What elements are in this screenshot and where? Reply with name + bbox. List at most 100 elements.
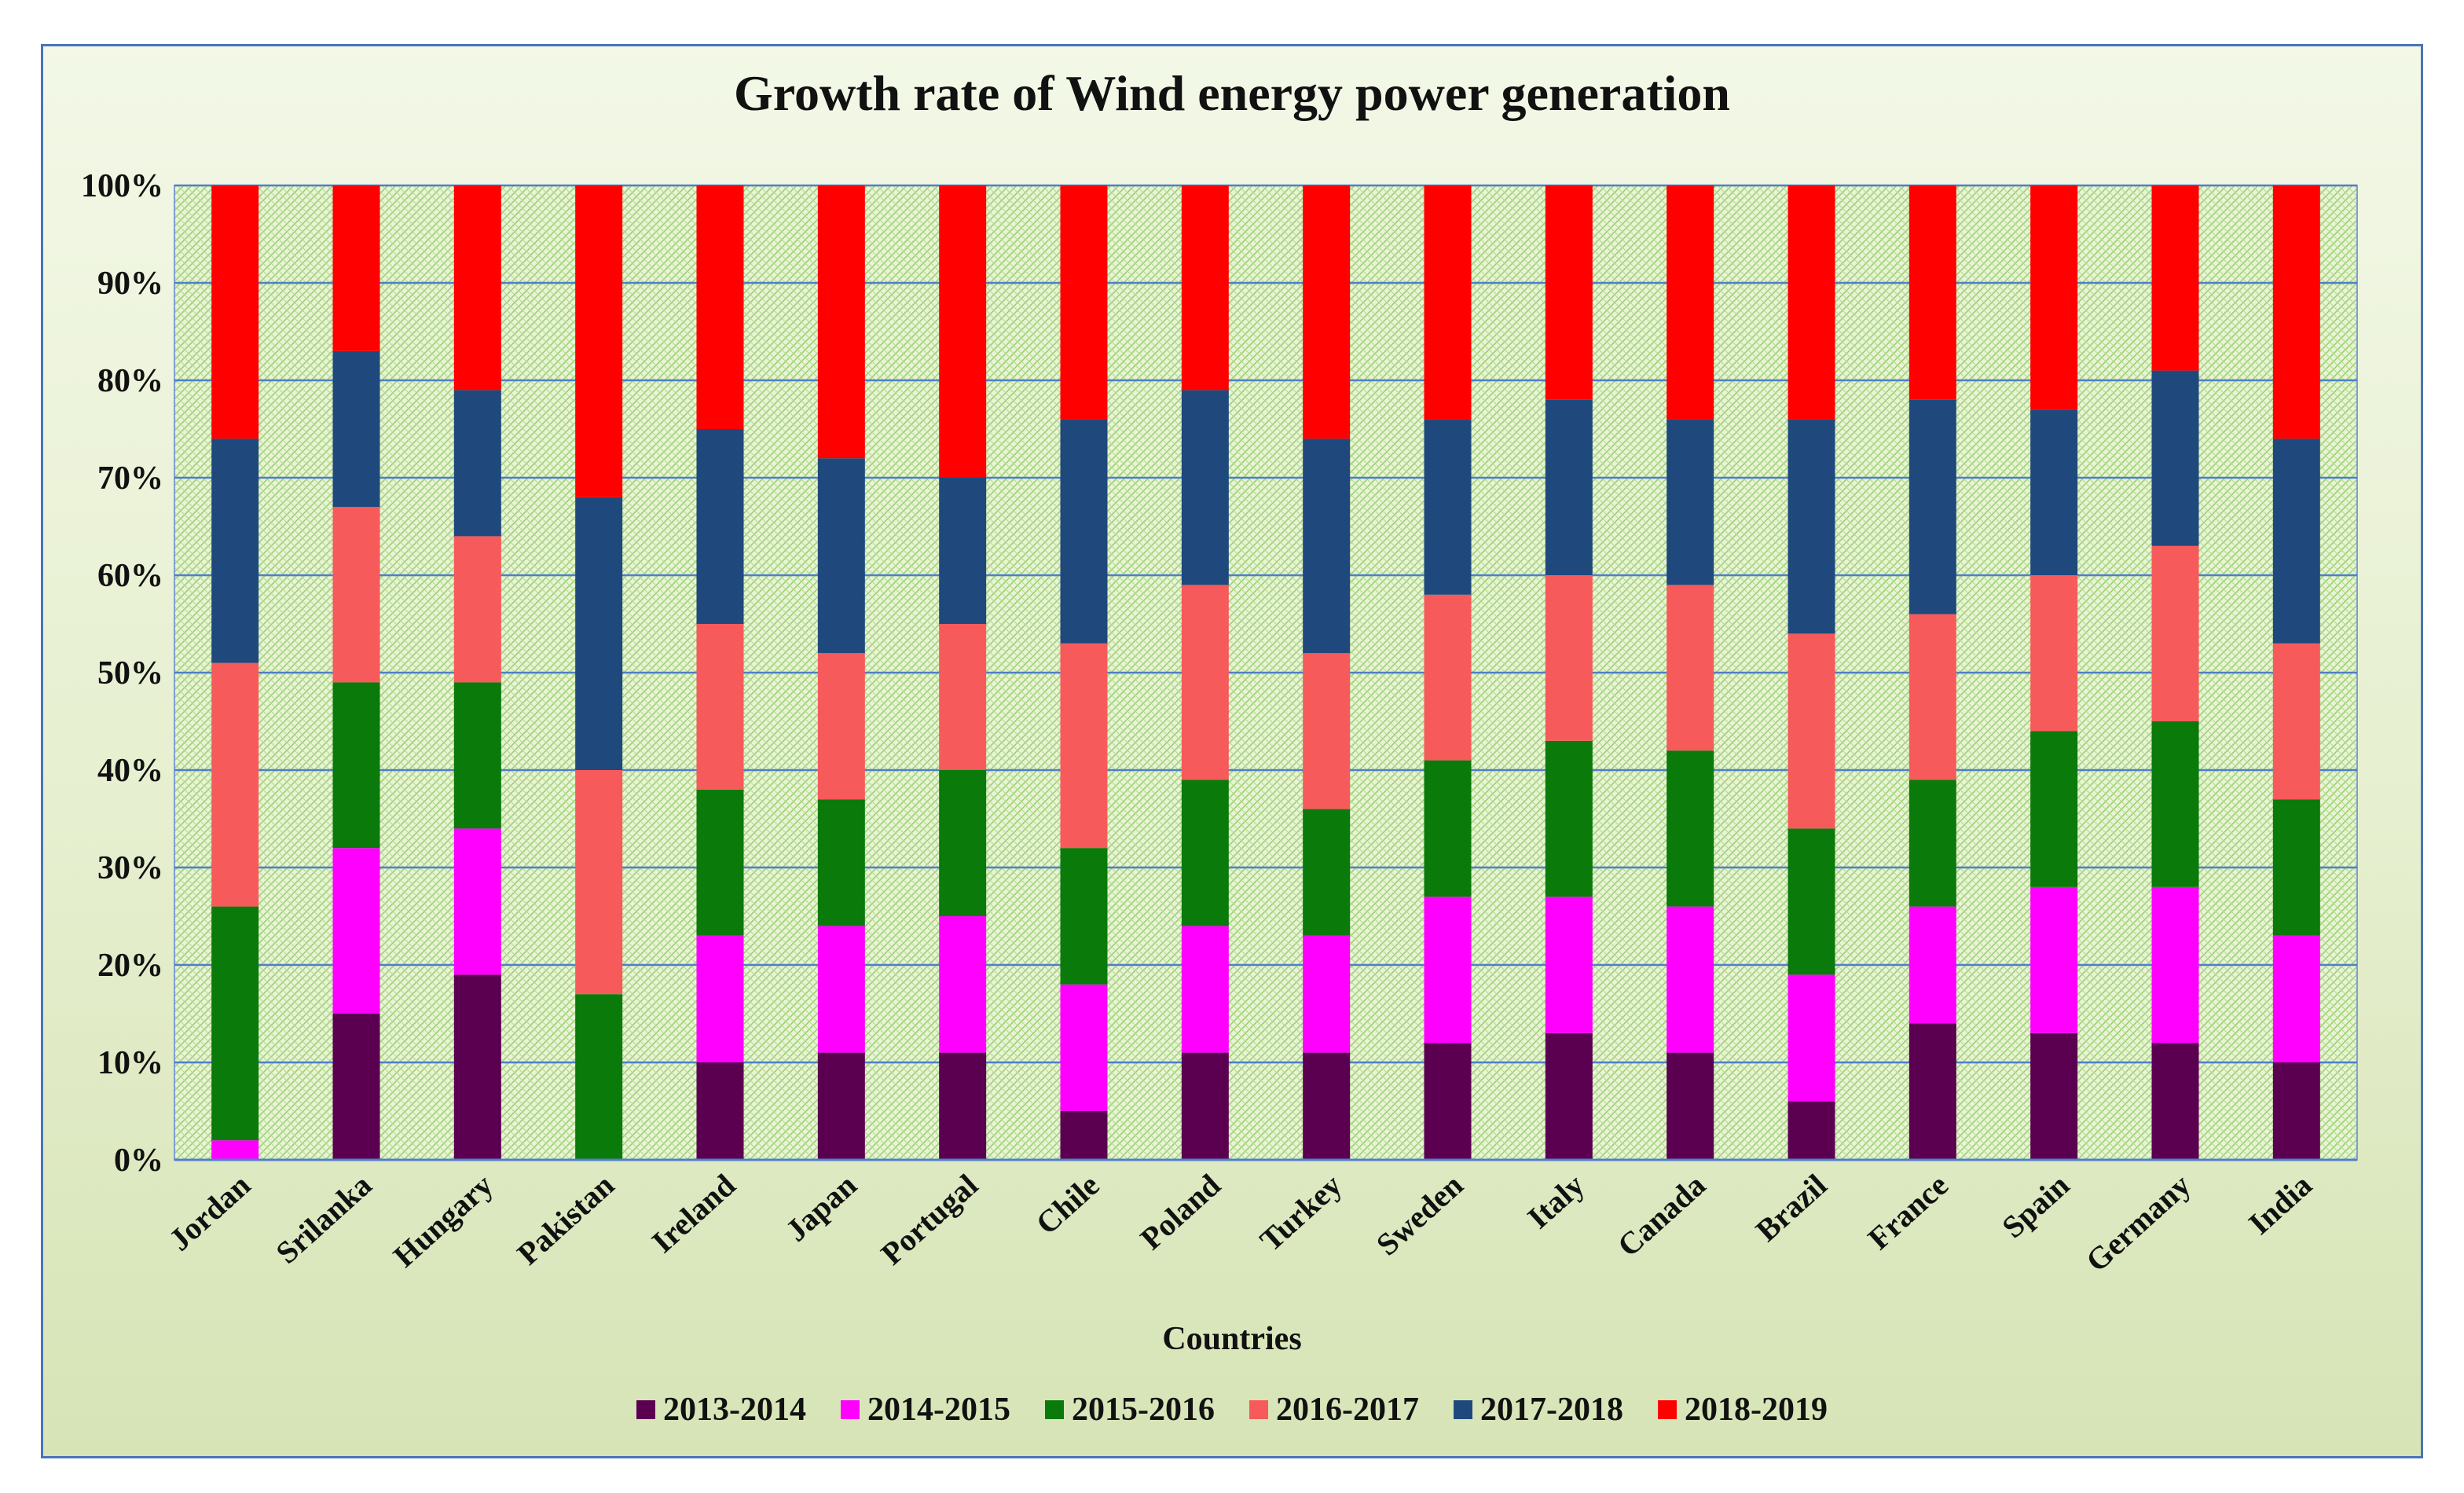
bar-germany-2017-2018 [2151, 370, 2199, 546]
x-tick-label: Chile [1029, 1167, 1106, 1241]
legend-label: 2013-2014 [663, 1392, 806, 1428]
bar-pakistan-2015-2016 [575, 994, 623, 1160]
bar-poland-2013-2014 [1181, 1052, 1229, 1160]
bar-france-2017-2018 [1908, 399, 1956, 614]
bar-sweden-2013-2014 [1424, 1043, 1472, 1160]
bar-chile-2013-2014 [1060, 1111, 1108, 1160]
bar-srilanka-2015-2016 [332, 682, 380, 849]
bar-jordan-2015-2016 [211, 906, 259, 1141]
bar-canada-2014-2015 [1666, 906, 1714, 1053]
y-tick-label: 100% [81, 168, 163, 204]
legend-item: 2016-2017 [1249, 1391, 1419, 1429]
bar-sweden-2015-2016 [1424, 760, 1472, 897]
legend-swatch [636, 1400, 655, 1419]
bar-sweden-2014-2015 [1424, 897, 1472, 1044]
bar-japan-2014-2015 [817, 926, 865, 1053]
bar-turkey-2016-2017 [1303, 653, 1351, 809]
bar-sweden-2017-2018 [1424, 419, 1472, 595]
bar-turkey-2013-2014 [1303, 1052, 1351, 1160]
y-tick-label: 40% [97, 753, 163, 789]
bar-japan-2013-2014 [817, 1052, 865, 1160]
bar-india-2016-2017 [2272, 643, 2320, 800]
x-tick-label: France [1861, 1167, 1955, 1256]
legend-swatch [1045, 1400, 1064, 1419]
bar-germany-2013-2014 [2151, 1043, 2199, 1160]
legend-item: 2017-2018 [1454, 1391, 1623, 1429]
bar-brazil-2013-2014 [1788, 1101, 1835, 1160]
bar-poland-2016-2017 [1181, 585, 1229, 780]
bar-ireland-2016-2017 [696, 624, 744, 790]
bar-srilanka-2013-2014 [332, 1014, 380, 1160]
bar-sweden-2018-2019 [1424, 185, 1472, 420]
bar-brazil-2015-2016 [1788, 828, 1835, 975]
bar-jordan-2016-2017 [211, 662, 259, 907]
legend-label: 2017-2018 [1480, 1392, 1623, 1428]
bar-turkey-2018-2019 [1303, 185, 1351, 439]
bar-spain-2015-2016 [2030, 731, 2078, 887]
legend-swatch [1249, 1400, 1268, 1419]
bar-canada-2016-2017 [1666, 585, 1714, 751]
bar-hungary-2014-2015 [453, 828, 501, 975]
bar-japan-2018-2019 [817, 185, 865, 459]
bar-srilanka-2016-2017 [332, 507, 380, 683]
bar-france-2015-2016 [1908, 780, 1956, 907]
bar-portugal-2017-2018 [939, 478, 987, 624]
bar-jordan-2014-2015 [211, 1140, 259, 1160]
legend-swatch [1658, 1400, 1677, 1419]
x-tick-label: Turkey [1253, 1167, 1349, 1258]
bar-turkey-2017-2018 [1303, 438, 1351, 654]
bar-italy-2015-2016 [1545, 740, 1593, 897]
bar-srilanka-2014-2015 [332, 848, 380, 1014]
bar-brazil-2014-2015 [1788, 974, 1835, 1102]
bar-ireland-2017-2018 [696, 429, 744, 624]
bar-spain-2013-2014 [2030, 1033, 2078, 1160]
bar-brazil-2017-2018 [1788, 419, 1835, 634]
y-tick-label: 80% [97, 363, 163, 399]
bar-spain-2017-2018 [2030, 409, 2078, 575]
bar-france-2014-2015 [1908, 906, 1956, 1024]
bar-poland-2018-2019 [1181, 185, 1229, 391]
x-tick-label: Ireland [645, 1167, 742, 1260]
x-tick-label: Hungary [387, 1167, 500, 1274]
bar-turkey-2015-2016 [1303, 809, 1351, 936]
bar-ireland-2014-2015 [696, 935, 744, 1062]
y-tick-label: 50% [97, 655, 163, 691]
bar-hungary-2016-2017 [453, 536, 501, 683]
bar-italy-2014-2015 [1545, 897, 1593, 1033]
y-tick-label: 90% [97, 266, 163, 302]
bar-chile-2015-2016 [1060, 848, 1108, 985]
legend-item: 2013-2014 [636, 1391, 806, 1429]
bar-india-2015-2016 [2272, 799, 2320, 936]
bar-chile-2016-2017 [1060, 643, 1108, 849]
bar-brazil-2016-2017 [1788, 633, 1835, 829]
legend-label: 2018-2019 [1685, 1392, 1828, 1428]
bar-hungary-2018-2019 [453, 185, 501, 391]
legend-swatch [1454, 1400, 1472, 1419]
bar-pakistan-2018-2019 [575, 185, 623, 497]
bar-portugal-2013-2014 [939, 1052, 987, 1160]
legend-label: 2015-2016 [1072, 1392, 1215, 1428]
bar-india-2018-2019 [2272, 185, 2320, 439]
bar-italy-2016-2017 [1545, 575, 1593, 741]
legend-label: 2016-2017 [1276, 1392, 1419, 1428]
bar-canada-2018-2019 [1666, 185, 1714, 420]
x-tick-label: Japan [779, 1167, 864, 1248]
bar-japan-2015-2016 [817, 799, 865, 926]
bar-india-2017-2018 [2272, 438, 2320, 644]
bar-france-2018-2019 [1908, 185, 1956, 400]
y-tick-label: 70% [97, 460, 163, 497]
bar-chile-2018-2019 [1060, 185, 1108, 420]
bar-spain-2016-2017 [2030, 575, 2078, 732]
bar-chile-2014-2015 [1060, 984, 1108, 1111]
bar-france-2016-2017 [1908, 614, 1956, 780]
chart-title: Growth rate of Wind energy power generat… [733, 65, 1731, 121]
x-tick-label: Sweden [1370, 1167, 1470, 1262]
bar-hungary-2017-2018 [453, 390, 501, 537]
bar-canada-2017-2018 [1666, 419, 1714, 585]
bar-poland-2015-2016 [1181, 780, 1229, 926]
bar-japan-2017-2018 [817, 458, 865, 654]
bar-jordan-2018-2019 [211, 185, 259, 439]
legend-label: 2014-2015 [867, 1392, 1010, 1428]
y-tick-label: 20% [97, 948, 163, 984]
bar-india-2013-2014 [2272, 1062, 2320, 1160]
